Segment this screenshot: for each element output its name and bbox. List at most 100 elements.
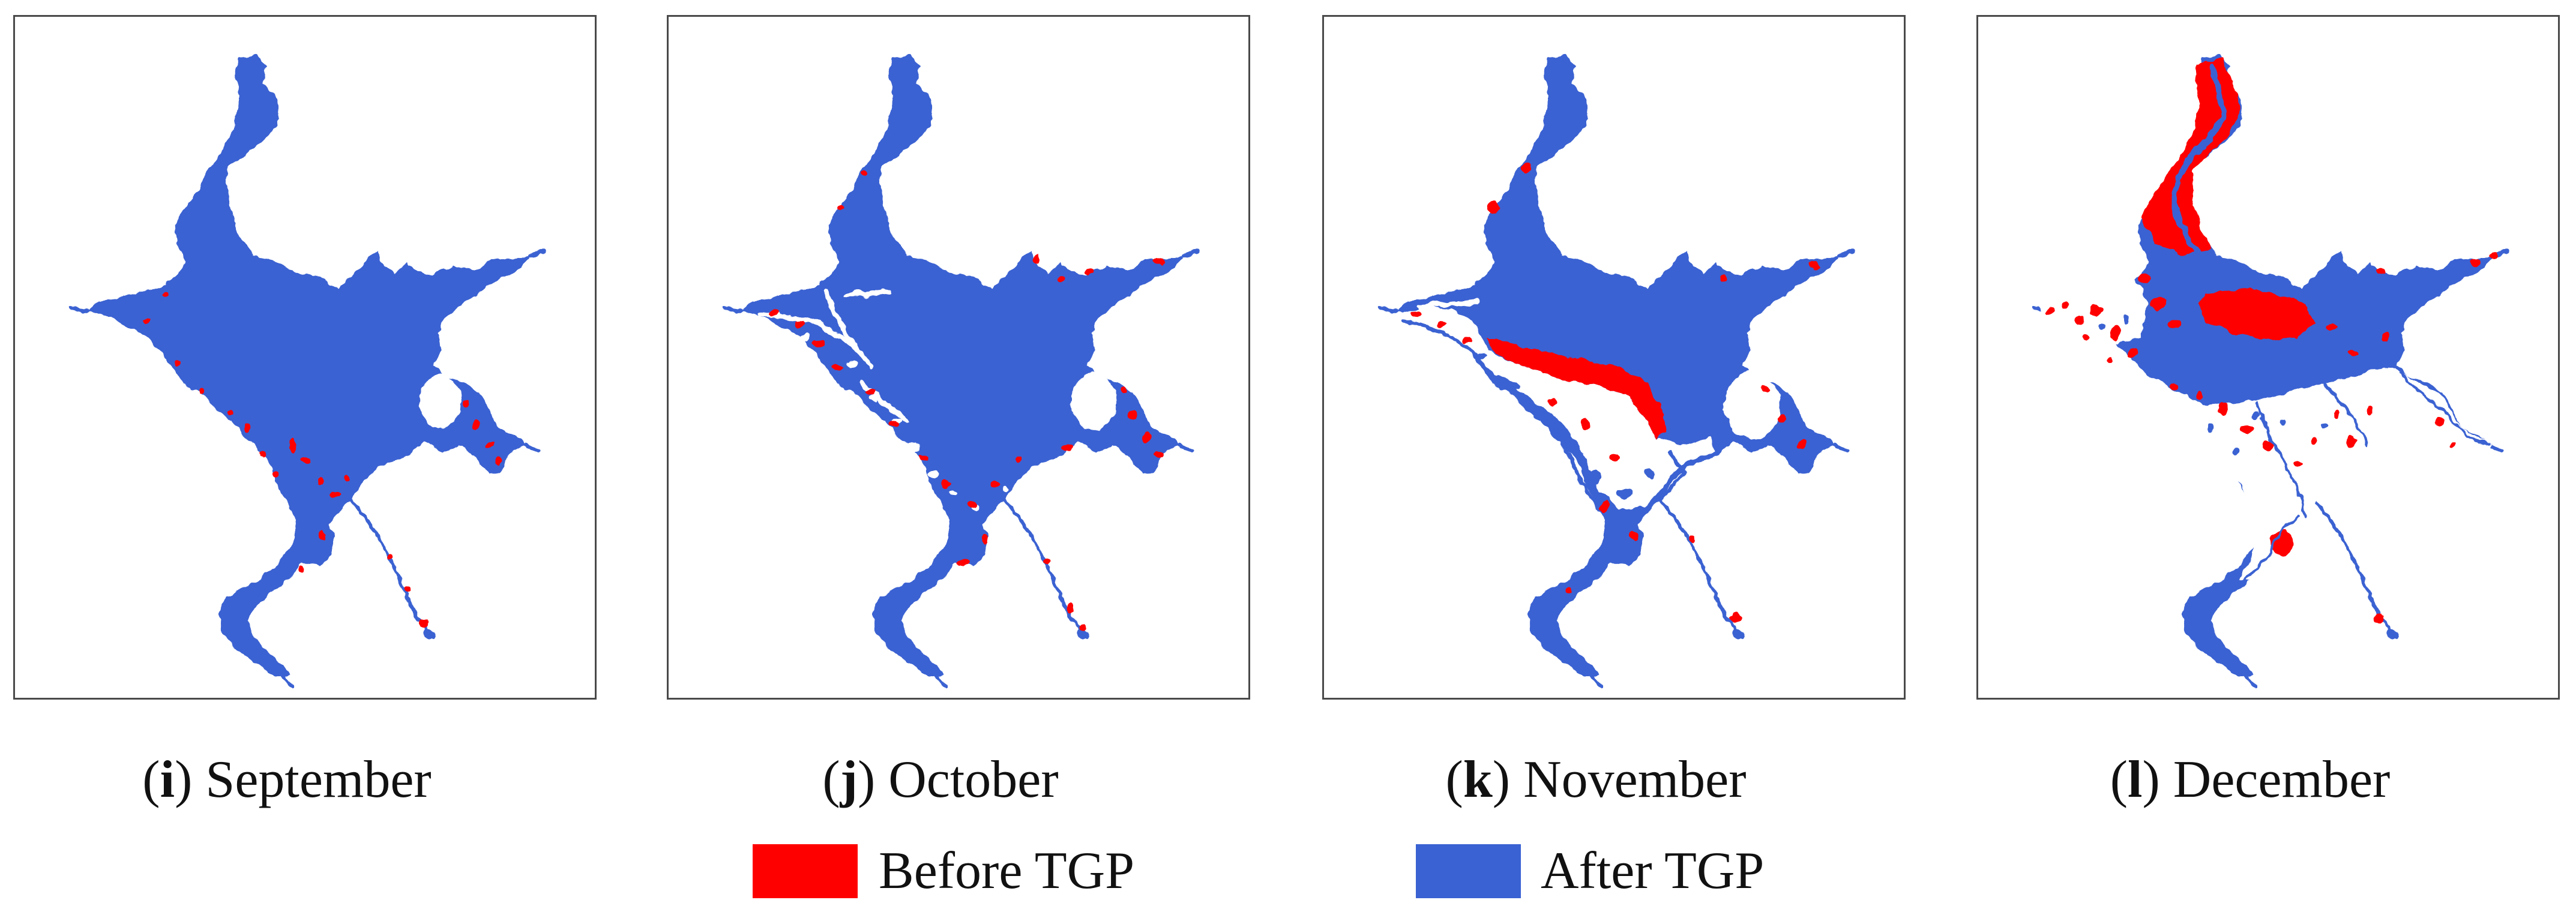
before-tgp-patch [1762, 386, 1769, 393]
before-tgp-patch [2105, 356, 2113, 364]
before-tgp-patch [2083, 334, 2090, 340]
before-tgp-patch [1044, 559, 1051, 566]
caption-november: kNovember [1322, 750, 1906, 810]
before-tgp-patch [990, 480, 1001, 487]
dry-area [757, 311, 864, 356]
before-tgp-patch [768, 311, 778, 317]
before-tgp-patch [2197, 287, 2315, 340]
before-tgp-patch [418, 619, 429, 629]
after-tgp-island [1404, 319, 1490, 371]
after-tgp-islands [1404, 319, 1685, 515]
after-tgp-island [1616, 488, 1633, 499]
before-tgp-patch [2045, 307, 2055, 314]
before-tgp-patch [2326, 323, 2336, 331]
map-panel-september [13, 15, 597, 700]
before-tgp-patch [1610, 452, 1620, 463]
after-tgp-small-lake [423, 629, 437, 640]
dry-area [1416, 298, 1480, 310]
after-tgp-remnant [2205, 515, 2300, 616]
panel-letter: j [822, 751, 875, 809]
caption-september: iSeptember [13, 750, 597, 810]
before-tgp-patch [1127, 410, 1137, 421]
before-tgp-patch [1776, 413, 1787, 424]
before-tgp-patch [1487, 198, 1500, 215]
before-tgp-patch [472, 420, 479, 430]
before-tgp-patch [243, 425, 250, 432]
before-tgp-patch [1034, 253, 1041, 263]
before-tgp-patch [1014, 454, 1022, 461]
legend-swatch-after-tgp [1416, 844, 1521, 898]
panel-month: November [1523, 751, 1747, 809]
before-tgp-patch [319, 531, 326, 541]
panel-letter: k [1446, 751, 1511, 809]
before-tgp-patch [814, 340, 824, 347]
dry-area [1605, 577, 1618, 587]
before-tgp-patch [330, 490, 340, 497]
dry-area [801, 334, 811, 340]
before-tgp-patch [2470, 258, 2480, 265]
map-panel-december [1976, 15, 2560, 700]
before-tgp-patch [2169, 382, 2179, 389]
before-tgp-patch [1580, 420, 1590, 430]
before-tgp-patch [495, 457, 502, 464]
before-tgp-patch [1719, 275, 1726, 281]
before-tgp-patch [2491, 251, 2498, 259]
before-tgp-patch [2074, 316, 2084, 326]
after-tgp-remnant [2122, 316, 2129, 326]
after-tgp-remnant [2395, 368, 2490, 446]
before-tgp-patch [345, 474, 352, 481]
before-tgp-patch [2376, 268, 2383, 275]
before-tgp-patch [941, 480, 951, 487]
before-tgp-water [1410, 162, 1819, 623]
dry-area [823, 289, 874, 369]
before-tgp-patch [1085, 268, 1095, 275]
before-tgp-patch [2434, 416, 2444, 427]
before-tgp-patch [1521, 162, 1532, 172]
after-tgp-remnant [2099, 323, 2106, 331]
after-tgp-remnants [2099, 62, 2490, 616]
panel-month: September [205, 751, 432, 809]
before-tgp-patch [1057, 275, 1064, 281]
panel-month: October [888, 751, 1059, 809]
dry-area [907, 443, 921, 453]
before-tgp-patch [2367, 404, 2374, 414]
before-tgp-patch [2063, 301, 2070, 308]
panel-month: December [2173, 751, 2391, 809]
before-tgp-patch [289, 438, 296, 452]
map-december [1978, 56, 2558, 698]
before-tgp-patch [2448, 441, 2455, 448]
before-tgp-water [142, 292, 502, 629]
after-tgp-remnant [2320, 378, 2368, 446]
before-tgp-patch [918, 454, 928, 461]
before-tgp-patch [2346, 434, 2356, 448]
before-tgp-patch [462, 398, 469, 406]
before-tgp-patch [1463, 337, 1473, 344]
before-tgp-patch [1080, 624, 1087, 631]
before-tgp-patch [889, 422, 899, 428]
before-tgp-patch [197, 389, 205, 396]
after-tgp-island [1658, 449, 1685, 502]
before-tgp-patch [982, 534, 989, 545]
after-tgp-small-lake [1732, 629, 1746, 640]
before-tgp-patch [1730, 613, 1741, 623]
after-tgp-remnant [2252, 412, 2260, 419]
before-tgp-patch [957, 559, 968, 566]
before-tgp-patch [2110, 327, 2120, 340]
dry-areas [757, 289, 1116, 510]
before-tgp-patch [1796, 439, 1806, 450]
legend-label-before-tgp: Before TGP [879, 842, 1135, 900]
panel-letter: i [142, 751, 192, 809]
map-panel-october [667, 15, 1250, 700]
before-tgp-patch [315, 475, 322, 486]
before-tgp-patch [1119, 386, 1126, 393]
after-tgp-water [740, 56, 1185, 677]
map-october [669, 56, 1248, 698]
before-tgp-patch [2218, 402, 2228, 416]
caption-october: jOctober [667, 750, 1250, 810]
before-tgp-patch [2334, 410, 2341, 421]
after-tgp-island [1506, 382, 1520, 389]
before-tgp-patch [2167, 319, 2181, 329]
after-tgp-remnant [2206, 425, 2213, 432]
before-tgp-patch [1809, 262, 1819, 269]
before-tgp-patch [2089, 305, 2102, 316]
